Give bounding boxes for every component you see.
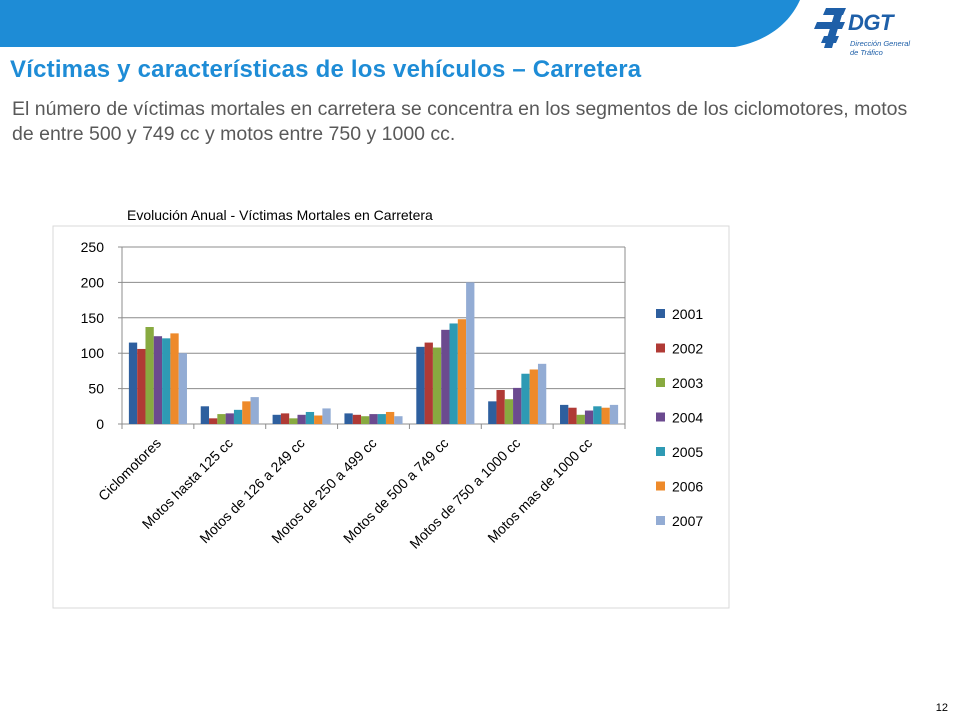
bar [280, 413, 290, 424]
y-tick-label: 0 [96, 416, 104, 432]
legend-label: 2004 [672, 410, 703, 426]
page-title: Víctimas y características de los vehícu… [10, 56, 642, 83]
bar [394, 416, 403, 424]
bar [289, 418, 298, 424]
bar [521, 373, 530, 424]
header-band [0, 0, 800, 47]
legend-swatch [656, 481, 665, 491]
bar [504, 399, 514, 424]
bar [145, 327, 154, 424]
legend-swatch [656, 412, 665, 422]
legend-label: 2005 [672, 444, 703, 460]
bar [593, 406, 602, 424]
bar [322, 408, 331, 424]
y-tick-label: 50 [88, 381, 104, 397]
bar [385, 411, 395, 424]
bar [162, 338, 171, 424]
legend-swatch [656, 447, 665, 456]
bar [529, 369, 538, 424]
bar [297, 414, 306, 424]
bar [250, 397, 259, 424]
legend-label: 2007 [672, 513, 703, 529]
legend-swatch [656, 309, 665, 318]
bar [560, 404, 569, 424]
bar [432, 347, 442, 424]
dgt-logo-mark-icon [814, 8, 846, 48]
bar [568, 407, 577, 424]
bar [242, 401, 251, 424]
bar [137, 348, 146, 424]
bar [153, 336, 163, 424]
page-number: 12 [935, 702, 948, 714]
bar [424, 342, 433, 424]
dgt-logo: DGT Dirección General de Tráfico [812, 6, 922, 62]
bar [601, 407, 610, 424]
bar [272, 414, 281, 424]
bar [200, 406, 210, 424]
dgt-logo-text: DGT [848, 10, 893, 35]
bar [233, 409, 243, 424]
bar [344, 413, 353, 424]
bar [369, 414, 378, 424]
bar [225, 413, 234, 424]
bar [361, 416, 370, 424]
legend-swatch [656, 378, 665, 387]
legend-label: 2002 [672, 341, 703, 357]
y-tick-label: 200 [81, 274, 105, 290]
bar [416, 346, 425, 424]
chart-title: Evolución Anual - Víctimas Mortales en C… [127, 207, 433, 223]
slide-subtitle: El número de víctimas mortales en carret… [12, 98, 908, 145]
bar [513, 387, 522, 424]
dgt-logo-subtitle-1: Dirección General [850, 39, 911, 48]
bar [496, 390, 505, 424]
bar [217, 414, 226, 424]
bar [537, 363, 547, 424]
y-tick-label: 100 [81, 345, 105, 361]
bar [305, 411, 315, 424]
bar [170, 333, 179, 424]
bar [314, 415, 323, 424]
bar [441, 329, 450, 424]
legend-label: 2001 [672, 306, 703, 322]
bar [178, 353, 187, 424]
bar [449, 323, 458, 424]
bar [576, 414, 585, 424]
legend-swatch [656, 516, 665, 525]
bar [466, 282, 475, 424]
bar [584, 410, 594, 424]
legend-label: 2006 [672, 479, 703, 495]
bar [209, 418, 218, 424]
dgt-logo-subtitle-2: de Tráfico [850, 48, 883, 57]
y-tick-label: 250 [81, 239, 105, 255]
bar [128, 342, 138, 424]
y-tick-label: 150 [81, 310, 105, 326]
bar [488, 401, 497, 424]
bar [352, 414, 362, 424]
legend-swatch [656, 343, 665, 353]
legend-label: 2003 [672, 375, 703, 391]
bar [609, 404, 619, 424]
bar [457, 319, 467, 424]
bar [377, 414, 386, 424]
